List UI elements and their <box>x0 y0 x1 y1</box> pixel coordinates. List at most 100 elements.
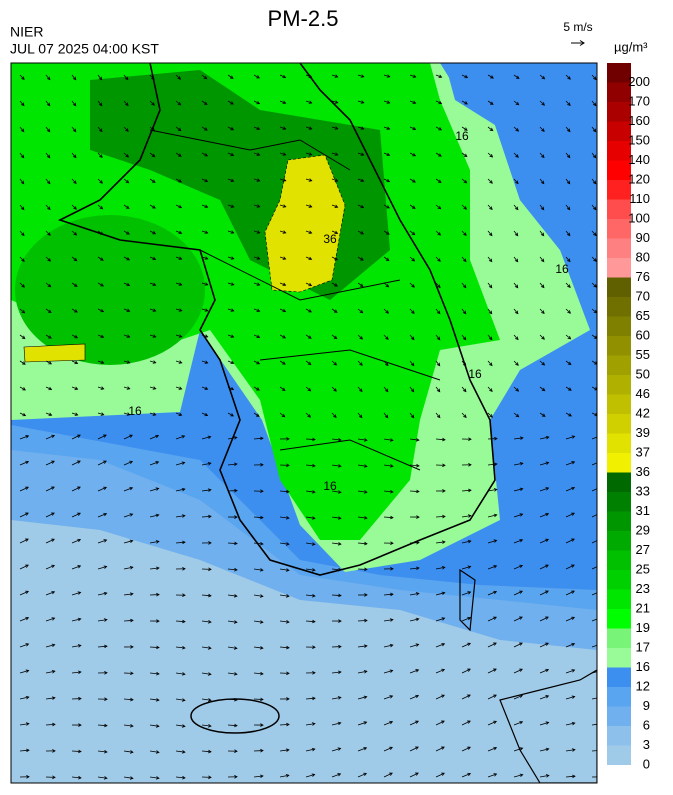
wind-arrow-head <box>488 310 493 315</box>
wind-arrow-head <box>337 542 342 546</box>
wind-arrow <box>45 360 52 365</box>
wind-arrow <box>565 74 571 80</box>
wind-arrow <box>71 178 77 184</box>
wind-arrow-head <box>230 230 235 234</box>
wind-arrow-head <box>463 232 467 236</box>
wind-arrow <box>71 618 81 622</box>
wind-arrow-head <box>545 435 550 440</box>
wind-arrow <box>123 308 130 312</box>
wind-arrow-head <box>337 516 342 520</box>
wind-arrow-head <box>208 593 212 598</box>
wind-arrow <box>175 308 182 312</box>
wind-arrow-head <box>256 256 261 260</box>
wind-arrow <box>409 178 416 183</box>
wind-arrow-head <box>593 76 597 81</box>
wind-arrow <box>123 566 133 570</box>
wind-arrow-head <box>312 645 316 649</box>
wind-arrow <box>435 386 441 392</box>
colorbar-segment <box>607 726 631 746</box>
wind-scale-label: 5 m/s <box>563 20 592 34</box>
wind-arrow <box>331 74 338 78</box>
wind-arrow <box>357 438 367 441</box>
colorbar-tick-label: 90 <box>636 230 650 245</box>
wind-arrow-head <box>514 284 519 289</box>
wind-arrow-head <box>360 126 365 130</box>
wind-arrow-head <box>359 388 363 393</box>
wind-arrow <box>513 462 523 466</box>
wind-arrow-head <box>204 178 209 183</box>
wind-arrow-head <box>51 486 55 490</box>
wind-arrow-head <box>571 486 576 491</box>
wind-arrow-head <box>364 567 368 572</box>
wind-arrow <box>279 412 285 418</box>
wind-arrow-head <box>311 722 316 726</box>
wind-arrow <box>513 256 519 262</box>
wind-arrow <box>591 204 597 210</box>
colorbar-segment <box>607 102 631 122</box>
wind-arrow <box>201 126 208 131</box>
wind-arrow-head <box>442 514 446 519</box>
wind-arrow-head <box>592 154 597 159</box>
wind-arrow-head <box>233 672 238 676</box>
wind-arrow <box>591 334 597 339</box>
wind-arrow-head <box>182 775 186 780</box>
wind-arrow-head <box>312 463 316 468</box>
wind-arrow-head <box>493 694 497 698</box>
wind-arrow-head <box>78 670 82 675</box>
wind-arrow-head <box>592 128 597 133</box>
wind-arrow <box>383 256 390 261</box>
wind-arrow-head <box>515 128 520 132</box>
wind-arrow <box>357 282 364 287</box>
wind-arrow <box>253 620 263 623</box>
wind-arrow-head <box>208 775 212 780</box>
wind-arrow-head <box>337 490 342 494</box>
wind-arrow-head <box>571 721 576 726</box>
wind-arrow <box>357 204 364 208</box>
wind-arrow-head <box>390 515 394 520</box>
wind-arrow-head <box>182 540 186 545</box>
wind-arrow-head <box>260 774 264 779</box>
wind-arrow-head <box>104 749 108 754</box>
wind-arrow-head <box>25 669 30 673</box>
wind-arrow <box>565 435 575 440</box>
wind-arrow-head <box>256 230 261 234</box>
wind-arrow-head <box>230 386 235 391</box>
wind-arrow <box>175 100 181 106</box>
wind-arrow <box>539 616 549 622</box>
wind-arrow <box>279 568 289 571</box>
wind-arrow-head <box>541 102 545 106</box>
wind-arrow-head <box>282 308 287 313</box>
wind-arrow-head <box>493 565 498 569</box>
wind-arrow <box>279 386 286 391</box>
wind-arrow <box>539 282 545 288</box>
wind-arrow-head <box>441 772 445 776</box>
wind-arrow <box>227 463 237 466</box>
wind-arrow <box>513 668 523 674</box>
wind-arrow-head <box>308 230 313 234</box>
wind-arrow <box>149 672 159 675</box>
wind-arrow-head <box>334 126 339 130</box>
wind-arrow <box>97 152 103 158</box>
wind-arrow-head <box>47 283 52 288</box>
wind-arrow-head <box>363 438 368 442</box>
wind-arrow <box>565 669 575 674</box>
wind-arrow <box>357 360 363 366</box>
wind-arrow <box>565 775 575 778</box>
wind-arrow-head <box>25 616 30 621</box>
wind-arrow-head <box>515 101 520 106</box>
wind-arrow-head <box>125 102 129 107</box>
colorbar-tick-label: 23 <box>636 581 650 596</box>
wind-arrow <box>409 100 416 104</box>
wind-arrow <box>409 618 419 622</box>
wind-arrow-head <box>207 461 212 466</box>
wind-arrow <box>435 178 442 183</box>
wind-arrow <box>409 695 419 700</box>
wind-arrow <box>331 697 341 700</box>
wind-arrow-head <box>152 231 157 235</box>
wind-arrow <box>383 126 390 130</box>
wind-arrow <box>539 513 549 518</box>
wind-arrow <box>565 334 571 340</box>
wind-arrow <box>45 334 52 339</box>
wind-arrow <box>305 386 311 392</box>
wind-arrow-head <box>541 154 545 159</box>
